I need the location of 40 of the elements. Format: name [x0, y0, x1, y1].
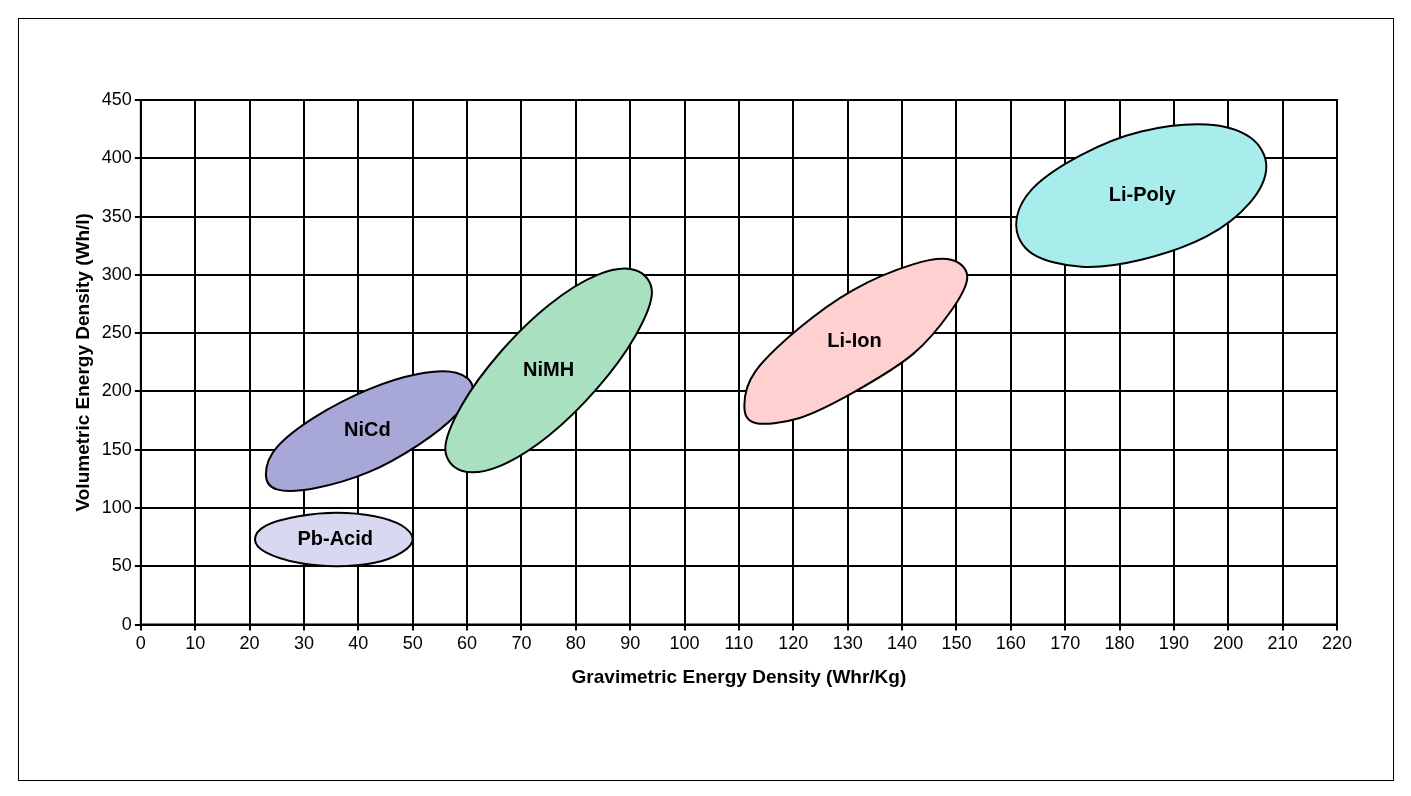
y-tick-label: 350 [101, 205, 132, 226]
y-tick-label: 250 [101, 322, 132, 343]
y-tick-label: 400 [101, 147, 132, 168]
x-tick-label: 0 [135, 633, 146, 654]
x-tick-label: 190 [1158, 633, 1189, 654]
x-tick-label: 70 [511, 633, 532, 654]
y-tick-label: 450 [101, 88, 132, 109]
x-tick-label: 50 [402, 633, 423, 654]
x-tick-label: 120 [778, 633, 809, 654]
x-tick-label: 10 [185, 633, 206, 654]
x-tick-label: 130 [832, 633, 863, 654]
series-label: NiCd [344, 418, 391, 441]
x-tick-label: 40 [348, 633, 369, 654]
x-tick-label: 160 [995, 633, 1026, 654]
x-tick-label: 180 [1104, 633, 1135, 654]
x-tick-label: 220 [1321, 633, 1353, 654]
x-tick-label: 60 [457, 633, 478, 654]
x-tick-label: 200 [1213, 633, 1244, 654]
x-tick-label: 210 [1267, 633, 1298, 654]
x-tick-label: 110 [724, 633, 754, 654]
y-tick-label: 0 [121, 613, 132, 634]
x-tick-label: 150 [941, 633, 972, 654]
x-tick-label: 30 [293, 633, 314, 654]
x-tick-label: 100 [669, 633, 700, 654]
series-label: Pb-Acid [297, 526, 373, 549]
x-axis-title: Gravimetric Energy Density (Whr/Kg) [571, 665, 907, 687]
y-tick-label: 300 [101, 263, 132, 284]
x-tick-label: 20 [239, 633, 260, 654]
x-tick-label: 80 [565, 633, 586, 654]
series-label: NiMH [523, 357, 575, 380]
x-tick-label: 90 [620, 633, 641, 654]
series-label: Li-Ion [827, 328, 882, 351]
x-tick-label: 170 [1050, 633, 1081, 654]
y-tick-label: 50 [111, 555, 132, 576]
y-tick-label: 100 [101, 496, 132, 517]
y-axis-title: Volumetric Energy Density (Wh/l) [71, 213, 93, 512]
x-tick-label: 140 [887, 633, 918, 654]
y-tick-label: 150 [101, 438, 132, 459]
y-tick-label: 200 [101, 380, 132, 401]
series-label: Li-Poly [1108, 183, 1177, 206]
